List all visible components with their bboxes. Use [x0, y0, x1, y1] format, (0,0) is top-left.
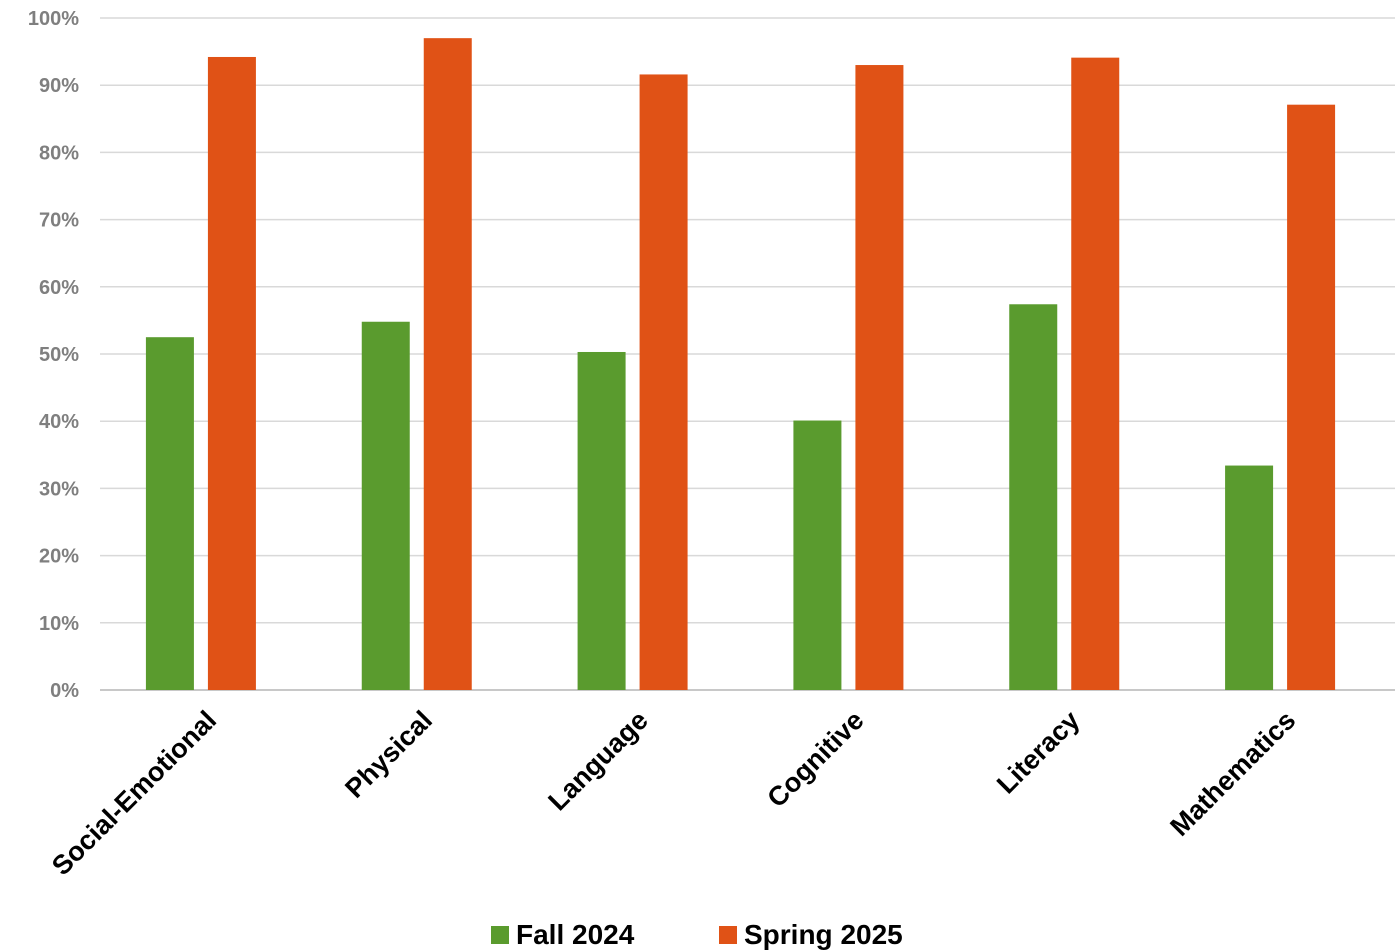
x-tick-label: Mathematics	[1164, 705, 1301, 842]
legend: Fall 2024 Spring 2025	[491, 919, 903, 950]
bar-spring-2025	[1071, 57, 1120, 690]
bar-fall-2024	[1225, 465, 1274, 690]
bar-fall-2024	[145, 337, 194, 690]
y-axis-tick-labels: 0% 10% 20% 30% 40% 50% 60% 70% 80% 90% 100%	[28, 8, 79, 702]
y-tick-label: 50%	[39, 344, 79, 366]
bar-spring-2025	[423, 38, 472, 691]
gridlines	[100, 17, 1395, 691]
x-tick-label: Physical	[339, 705, 438, 804]
bars	[145, 38, 1336, 691]
y-tick-label: 0%	[50, 680, 79, 702]
legend-swatch	[719, 926, 737, 944]
y-tick-label: 90%	[39, 75, 79, 97]
x-axis-tick-labels: Social-Emotional Physical Language Cognitiv…	[46, 705, 1301, 881]
x-tick-label: Cognitive	[761, 705, 869, 813]
bar-fall-2024	[577, 351, 626, 690]
y-tick-label: 10%	[39, 613, 79, 635]
y-tick-label: 30%	[39, 478, 79, 500]
bar-fall-2024	[1009, 304, 1058, 690]
bar-fall-2024	[361, 321, 410, 690]
legend-label: Spring 2025	[744, 919, 903, 950]
y-tick-label: 100%	[28, 8, 79, 30]
x-tick-label: Language	[542, 705, 653, 816]
bar-fall-2024	[793, 420, 842, 690]
bar-spring-2025	[855, 65, 904, 691]
bar-spring-2025	[639, 74, 688, 690]
y-tick-label: 20%	[39, 546, 79, 568]
bar-spring-2025	[1287, 104, 1336, 691]
x-tick-label: Literacy	[991, 705, 1085, 799]
legend-label: Fall 2024	[516, 919, 635, 950]
x-tick-label: Social-Emotional	[46, 705, 222, 881]
y-tick-label: 80%	[39, 142, 79, 164]
y-tick-label: 70%	[39, 210, 79, 232]
y-tick-label: 40%	[39, 411, 79, 433]
legend-swatch	[491, 926, 509, 944]
y-tick-label: 60%	[39, 277, 79, 299]
bar-spring-2025	[207, 56, 256, 690]
